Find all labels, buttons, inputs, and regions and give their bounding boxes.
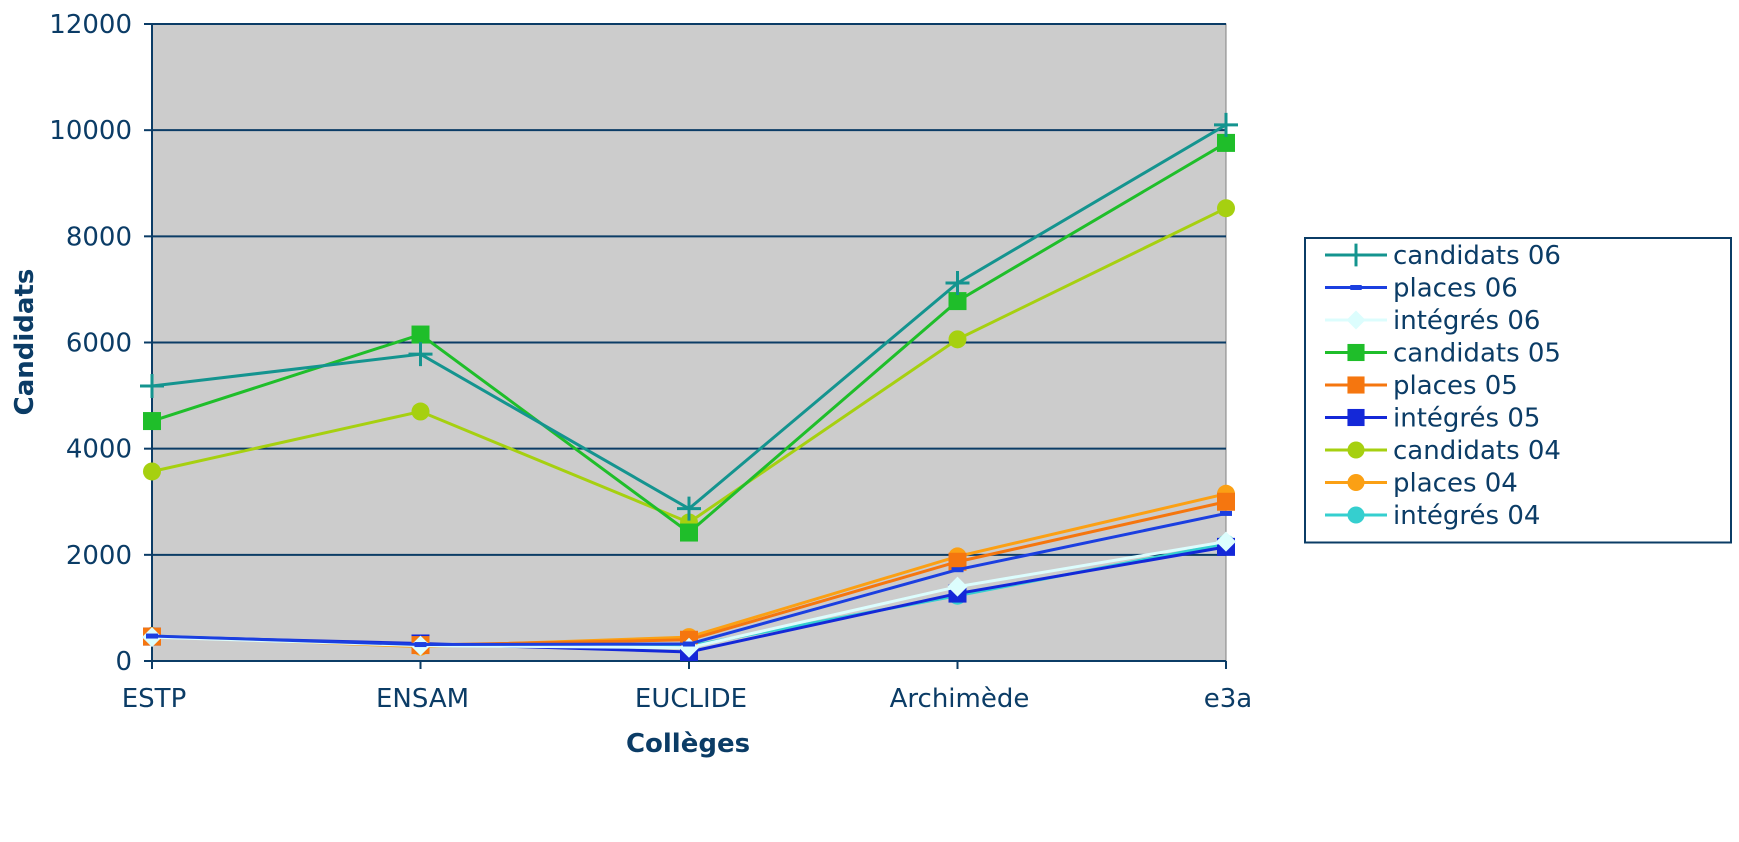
data-point [1220,510,1232,516]
legend-box [1304,237,1732,544]
legend-label: candidats 06 [1393,241,1561,271]
data-point [1344,243,1368,267]
data-point [411,325,430,344]
data-point [947,576,968,597]
legend-label: candidats 04 [1393,436,1561,466]
legend-label: intégrés 06 [1393,306,1540,336]
data-point [1346,310,1366,330]
legend-label: intégrés 04 [1393,501,1540,531]
data-point [683,641,695,647]
series-6 [143,199,1235,532]
legend-item: candidats 06 [1325,241,1561,271]
data-point [1347,441,1365,459]
data-point [140,374,164,399]
x-tick-label: EUCLIDE [635,684,747,714]
data-point [411,402,430,421]
legend-item: candidats 05 [1325,339,1561,369]
data-point [945,271,970,296]
legend-label: places 04 [1393,469,1518,499]
data-point [143,462,161,481]
legend-label: places 05 [1393,371,1518,401]
legend-item: places 06 [1325,274,1518,304]
x-tick-label: ESTP [122,684,187,714]
data-point [1216,531,1236,552]
legend-item: intégrés 06 [1325,306,1540,336]
data-point [1347,408,1365,427]
data-point [677,496,701,521]
series-layer [140,112,1238,661]
y-tick-label: 6000 [66,329,132,359]
data-point [1217,199,1235,218]
y-tick-label: 4000 [66,435,132,465]
data-point [1347,506,1365,524]
gridlines [152,23,1226,556]
y-tick-label: 12000 [49,10,132,40]
y-axis-title: Candidats [10,269,40,416]
x-tick-label: ENSAM [376,684,469,714]
data-point [948,552,967,571]
legend-item: intégrés 05 [1325,404,1540,434]
legend-label: candidats 05 [1393,339,1561,369]
legend-label: intégrés 05 [1393,404,1540,434]
y-axis-ticks: 0 2000 4000 6000 8000 10000 12000 [49,10,152,677]
series-0 [140,112,1238,521]
data-point [143,412,161,431]
series-1 [146,510,1232,648]
legend-item: places 04 [1325,469,1518,499]
data-point [1347,473,1365,492]
data-point [1217,133,1235,152]
data-point [1350,285,1362,290]
data-point [948,292,967,311]
y-tick-label: 8000 [66,222,132,252]
data-point [948,330,967,349]
data-point [680,523,698,542]
data-point [951,567,964,573]
x-axis-ticks: ESTP ENSAM EUCLIDE Archimède e3a [122,661,1252,714]
legend-item: candidats 04 [1325,436,1561,466]
data-point [1347,343,1365,362]
data-point [1214,112,1238,137]
data-point [1347,376,1365,394]
y-tick-label: 0 [115,647,132,677]
y-tick-label: 2000 [66,541,132,571]
data-point [414,642,427,648]
data-point [408,342,433,367]
legend-item: places 05 [1325,371,1518,401]
data-point [1217,492,1235,511]
data-point [146,633,158,639]
x-tick-label: Archimède [890,684,1030,714]
y-tick-label: 10000 [49,116,132,146]
legend-item: intégrés 04 [1325,501,1540,531]
x-axis-title: Collèges [626,729,750,759]
x-tick-label: e3a [1204,684,1252,714]
legend-label: places 06 [1393,274,1518,304]
